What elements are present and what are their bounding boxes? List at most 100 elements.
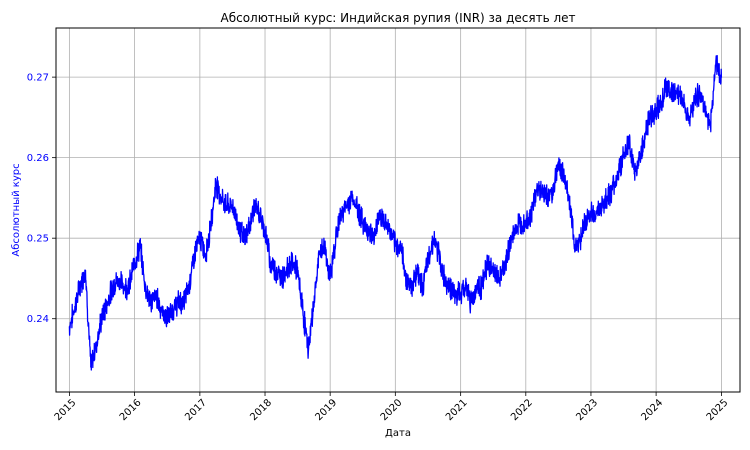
data-point — [481, 285, 483, 288]
data-point — [687, 116, 690, 118]
data-point — [372, 237, 375, 239]
data-point — [400, 245, 402, 247]
data-point — [324, 245, 326, 247]
y-tick-label: 0.24 — [27, 314, 49, 325]
data-point — [345, 205, 347, 207]
data-point — [454, 293, 456, 296]
data-point — [253, 205, 255, 207]
data-point — [416, 269, 418, 271]
data-point — [350, 197, 353, 199]
data-point — [633, 173, 635, 175]
x-axis-label: Дата — [385, 428, 411, 439]
data-point — [611, 189, 613, 191]
chart-title: Абсолютный курс: Индийская рупия (INR) з… — [220, 11, 575, 25]
data-point — [546, 197, 548, 199]
y-tick-label: 0.26 — [27, 153, 49, 164]
data-point — [590, 213, 592, 215]
data-point — [693, 100, 695, 102]
data-point — [106, 302, 108, 304]
data-point — [492, 269, 494, 271]
data-point — [661, 100, 663, 102]
data-point — [258, 213, 261, 215]
data-point — [204, 253, 207, 255]
data-point — [247, 229, 250, 231]
data-point — [671, 92, 673, 94]
data-point — [171, 310, 174, 312]
data-point — [530, 213, 532, 215]
data-point — [666, 84, 668, 86]
data-point — [150, 302, 152, 304]
data-point — [285, 269, 288, 271]
axes-frame — [55, 27, 741, 393]
data-point — [209, 229, 211, 231]
data-point — [487, 261, 489, 263]
data-point — [356, 205, 358, 207]
data-point — [378, 213, 380, 215]
data-point — [155, 293, 157, 296]
data-point — [508, 245, 510, 247]
data-point — [600, 205, 603, 207]
data-point — [709, 124, 712, 127]
data-point — [519, 221, 521, 223]
data-point — [199, 237, 201, 239]
data-point — [715, 60, 717, 62]
data-point — [410, 285, 413, 288]
data-point — [302, 310, 304, 312]
data-point — [144, 285, 146, 288]
data-point — [617, 173, 619, 175]
data-point — [579, 237, 581, 239]
data-point — [123, 285, 125, 288]
data-point — [133, 261, 136, 263]
data-point — [465, 285, 467, 288]
data-point — [329, 277, 331, 280]
y-tick-label: 0.27 — [27, 73, 49, 84]
data-point — [161, 310, 163, 312]
data-point — [340, 213, 342, 215]
data-point — [606, 197, 608, 199]
data-point — [68, 326, 70, 328]
data-point — [704, 108, 706, 110]
data-point — [720, 76, 723, 78]
data-point — [438, 253, 440, 255]
data-point — [139, 245, 141, 247]
data-point — [182, 302, 185, 304]
data-point — [470, 302, 472, 304]
data-point — [188, 285, 190, 288]
data-point — [568, 197, 570, 199]
data-point — [595, 213, 598, 215]
data-point — [318, 253, 320, 255]
data-point — [497, 277, 500, 280]
data-point — [242, 237, 244, 239]
data-point — [514, 229, 516, 231]
data-point — [421, 285, 424, 288]
data-point — [361, 221, 364, 223]
data-point — [335, 237, 337, 239]
series-layer — [68, 54, 723, 371]
data-point — [226, 205, 228, 207]
y-axis-label: Абсолютный курс — [11, 163, 22, 256]
data-point — [541, 189, 543, 191]
data-point — [649, 116, 652, 118]
data-point — [117, 277, 119, 280]
data-point — [95, 342, 97, 344]
data-point — [405, 277, 407, 280]
data-point — [237, 221, 239, 223]
data-point — [231, 205, 233, 207]
data-point — [90, 366, 92, 368]
data-point — [84, 269, 87, 271]
data-point — [639, 157, 641, 159]
data-point — [101, 318, 103, 320]
data-point — [193, 253, 195, 255]
data-point — [427, 261, 429, 263]
data-point — [383, 221, 386, 223]
data-point — [644, 132, 646, 135]
data-point — [274, 269, 277, 271]
data-point — [177, 302, 179, 304]
data-point — [394, 245, 396, 247]
data-point — [264, 229, 266, 231]
data-point — [296, 269, 298, 271]
data-point — [367, 229, 369, 231]
data-point — [552, 189, 554, 191]
